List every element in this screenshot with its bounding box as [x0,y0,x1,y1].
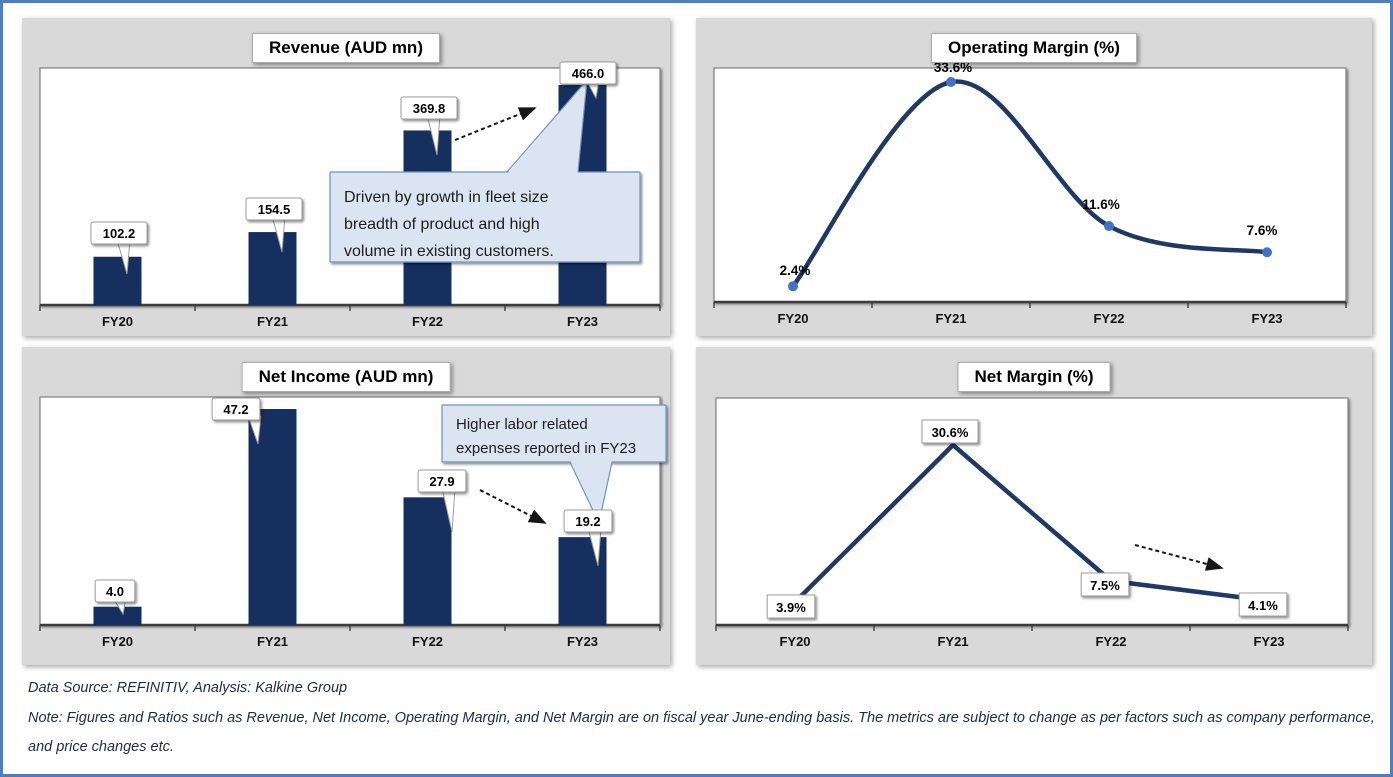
operating-margin-chart-panel: FY20 FY21 FY22 FY23 2.4% 33.6% 11.6% 7.6% Opera… [696,18,1372,336]
note-text: Note: Figures and Ratios such as Revenue… [28,709,1375,756]
svg-text:4.0: 4.0 [106,584,124,599]
x-axis-label: FY23 [1253,634,1284,649]
x-axis-label: FY23 [1251,311,1282,326]
revenue-chart: FY20 FY21 FY22 FY23 Driven by growth in flee… [39,61,661,329]
svg-text:30.6%: 30.6% [932,425,969,440]
net-income-chart: FY20 FY21 FY22 FY23 Higher labor related expe… [39,396,667,649]
data-source-text: Data Source: REFINITIV, Analysis: Kalkin… [28,680,348,696]
data-label: 466.0 [559,61,617,100]
svg-text:369.8: 369.8 [413,101,446,116]
chart-title-revenue: Revenue (AUD mn) [252,33,440,63]
data-point-fy21 [946,77,956,88]
data-label: 19.2 [563,509,613,567]
svg-text:4.1%: 4.1% [1248,598,1278,613]
data-label: 154.5 [245,197,303,253]
data-label: 47.2 [211,397,262,445]
callout-text-line: Higher labor related [456,416,588,433]
x-axis-label: FY20 [102,634,133,649]
svg-text:7.5%: 7.5% [1090,578,1120,593]
x-axis-label: FY22 [412,634,443,649]
bar-fy20 [93,606,142,625]
bar-fy22 [403,497,452,625]
chart-title-operating-margin: Operating Margin (%) [931,33,1137,63]
data-point-fy23 [1262,247,1272,258]
dashed-trend-arrow [479,489,547,524]
x-axis-label: FY22 [1095,634,1126,649]
callout-text-line: volume in existing customers. [344,243,554,260]
data-point-fy20 [788,281,798,292]
data-label: 30.6% [921,419,979,444]
data-label: 27.9 [417,469,467,533]
data-label: 369.8 [400,96,458,156]
svg-text:47.2: 47.2 [223,402,248,417]
chart-title-net-income: Net Income (AUD mn) [241,362,451,392]
x-axis-label: FY21 [937,634,968,649]
svg-text:3.9%: 3.9% [776,600,806,615]
x-axis-label: FY21 [257,314,288,329]
callout-text-line: breadth of product and high [344,216,540,233]
trend-line [790,79,1270,289]
callout-text-line: Driven by growth in fleet size [344,189,549,206]
data-label: 4.1% [1238,592,1288,617]
net-margin-chart-panel: FY20 FY21 FY22 FY23 3.9% 30.6% 7.5% 4.1% Net Ma… [696,347,1372,665]
bar-fy21 [248,232,297,305]
net-margin-chart: FY20 FY21 FY22 FY23 3.9% 30.6% 7.5% 4.1% [715,397,1349,649]
plot-area [713,67,1347,303]
x-axis-label: FY20 [779,634,810,649]
data-label: 11.6% [1082,197,1120,212]
x-axis-label: FY21 [257,634,288,649]
callout-box: Higher labor related expenses reported in… [441,404,667,524]
trend-line [792,442,1272,605]
dashed-trend-arrow [1134,544,1224,571]
svg-text:102.2: 102.2 [103,226,136,241]
x-axis-label: FY20 [777,311,808,326]
callout-box: Driven by growth in fleet size breadth of… [329,79,641,263]
svg-text:19.2: 19.2 [575,514,600,529]
data-label: 3.9% [766,594,816,619]
chart-title-net-margin: Net Margin (%) [957,362,1111,392]
x-axis-label: FY21 [935,311,966,326]
svg-text:27.9: 27.9 [429,474,454,489]
data-label: 4.0 [94,579,136,616]
footer: Data Source: REFINITIV, Analysis: Kalkin… [28,674,1380,763]
operating-margin-chart: FY20 FY21 FY22 FY23 2.4% 33.6% 11.6% 7.6% [713,60,1347,326]
net-income-chart-panel: FY20 FY21 FY22 FY23 Higher labor related expe… [22,347,670,665]
dashed-trend-arrow [454,107,537,141]
data-label: 7.6% [1247,223,1278,238]
svg-text:154.5: 154.5 [258,202,291,217]
data-label: 7.5% [1080,572,1130,597]
data-label: 2.4% [780,263,811,278]
data-label: 102.2 [90,221,148,275]
x-axis-label: FY22 [412,314,443,329]
x-axis-label: FY20 [102,314,133,329]
svg-text:466.0: 466.0 [572,66,605,81]
x-axis-label: FY22 [1093,311,1124,326]
bar-fy20 [93,256,142,305]
bar-fy21 [248,409,297,625]
callout-pointer [570,460,612,523]
data-label: 33.6% [934,60,972,75]
data-point-fy22 [1104,221,1114,232]
x-axis-label: FY23 [567,634,598,649]
callout-text-line: expenses reported in FY23 [456,440,636,457]
x-axis-label: FY23 [567,314,598,329]
revenue-chart-panel: FY20 FY21 FY22 FY23 Driven by growth in flee… [22,18,670,336]
